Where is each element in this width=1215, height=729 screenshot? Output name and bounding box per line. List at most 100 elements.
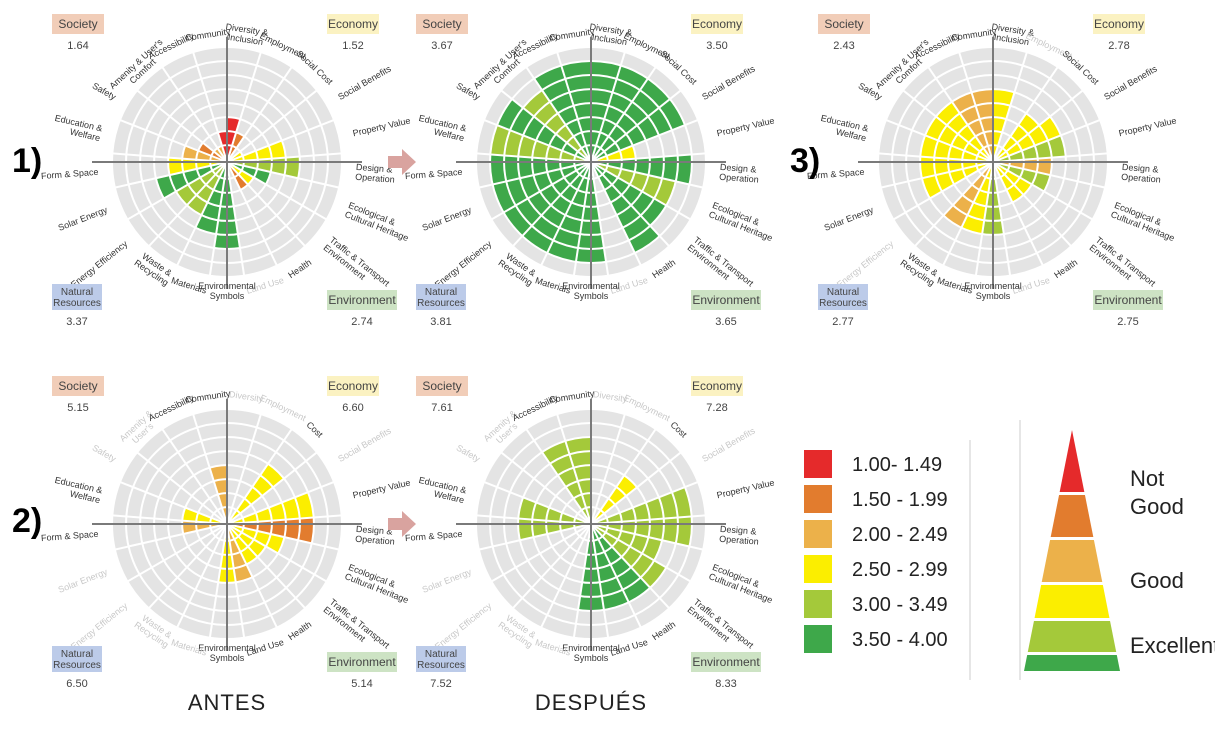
segment-cell [622,577,651,603]
segment-cell [542,440,570,464]
spoke-label: Community [185,388,232,405]
segment-cell [242,512,258,523]
spoke-label: Traffic & TransportEnvironment [322,235,392,297]
economy-label: Economy [692,17,742,31]
environment-label: Environment [692,293,760,307]
spoke-label: Design &Operation [719,162,760,185]
environment-label: Environment [328,655,396,669]
spoke-label: Health [650,257,677,280]
spoke-label: Energy Efficiency [835,238,896,289]
spoke-label: Education &Welfare [416,475,468,505]
segment-cell [619,507,636,522]
environment-score: 2.75 [1117,316,1138,328]
spoke-label: Environmental Symbols [198,281,256,301]
segment-cell [993,131,1003,146]
segment-cell [510,107,534,136]
society-label: Society [58,17,97,31]
segment-cell [560,512,576,523]
natural-resources-score: 7.52 [430,678,451,690]
segment-cell [253,168,271,185]
pyramid-label-excellent: Excellent [1130,633,1215,658]
spoke-line [992,152,1108,163]
segment-cell [549,92,574,114]
spoke-label: Ecological &Cultural Heritage [707,200,777,243]
segment-cell [196,150,212,161]
segment-cell [632,90,659,117]
caption-despues: DESPUÉS [534,690,648,715]
spoke-label: Energy Efficiency [433,600,494,651]
spoke-line [226,161,328,221]
spoke-line [992,161,1072,247]
environment-score: 2.74 [351,316,372,328]
segment-cell [632,502,650,521]
spoke-label: Health [1052,257,1079,280]
segment-cell [534,65,566,91]
spoke-line [226,523,278,629]
segment-cell [1000,174,1014,190]
segment-cell [639,78,670,108]
economy-label: Economy [328,379,378,393]
spoke-label: Property Value [1118,115,1178,138]
spoke-label: Traffic & TransportEnvironment [1088,235,1158,297]
spoke-line [500,89,592,163]
spoke-line [902,89,994,163]
society-score: 1.64 [67,40,88,52]
pyramid-band [1059,430,1085,492]
segment-cell [213,177,225,193]
spoke-line [958,51,994,163]
spoke-label: Materials [534,637,572,657]
segment-cell [569,89,591,106]
spoke-line [590,523,704,551]
society-score: 3.67 [431,40,452,52]
segment-cell [591,103,609,120]
spoke-line [192,413,228,525]
spoke-label: Design &Operation [355,524,396,547]
segment-cell [532,502,550,521]
segment-cell [1006,142,1022,156]
segment-cell [564,170,580,185]
segment-cell [604,142,620,156]
spoke-line [136,89,228,163]
spoke-label: Community [185,26,232,43]
spoke-label: Education &Welfare [52,475,104,505]
society-badge [52,14,104,34]
pyramid-band [1050,495,1094,537]
economy-label: Economy [1094,17,1144,31]
economy-label: Economy [328,17,378,31]
environment-score: 3.65 [715,316,736,328]
spoke-line [590,119,699,163]
segment-cell [183,168,201,185]
segment-cell [1034,140,1052,159]
spoke-line [476,152,592,163]
segment-cell [591,75,617,93]
society-badge [416,14,468,34]
segment-cell [238,170,254,185]
segment-cell [492,181,516,213]
spoke-label: Social Benefits [700,63,757,102]
row-label-1: 1) [12,142,43,180]
spoke-label: Solar Energy [57,566,110,594]
economy-label: Economy [692,379,742,393]
natural-resources-badge [416,646,466,672]
spoke-line [590,161,610,276]
segment-cell [565,437,591,455]
segment-cell [577,177,589,193]
segment-cell [971,89,993,106]
spoke-line [974,161,994,276]
spoke-line [992,51,1028,163]
spoke-line [226,89,318,163]
segment-cell [1004,170,1020,185]
spoke-line [590,523,610,638]
segment-cell [547,240,579,262]
spoke-label: Materials [170,275,208,295]
spoke-line [119,481,228,525]
spoke-line [992,66,1059,163]
segment-cell [962,150,978,161]
segment-cell [532,140,550,159]
spoke-line [572,523,592,638]
spoke-label: Property Value [716,477,776,500]
spoke-label: Design &Operation [719,524,760,547]
segment-cell [242,150,258,161]
segment-cell [255,507,272,522]
